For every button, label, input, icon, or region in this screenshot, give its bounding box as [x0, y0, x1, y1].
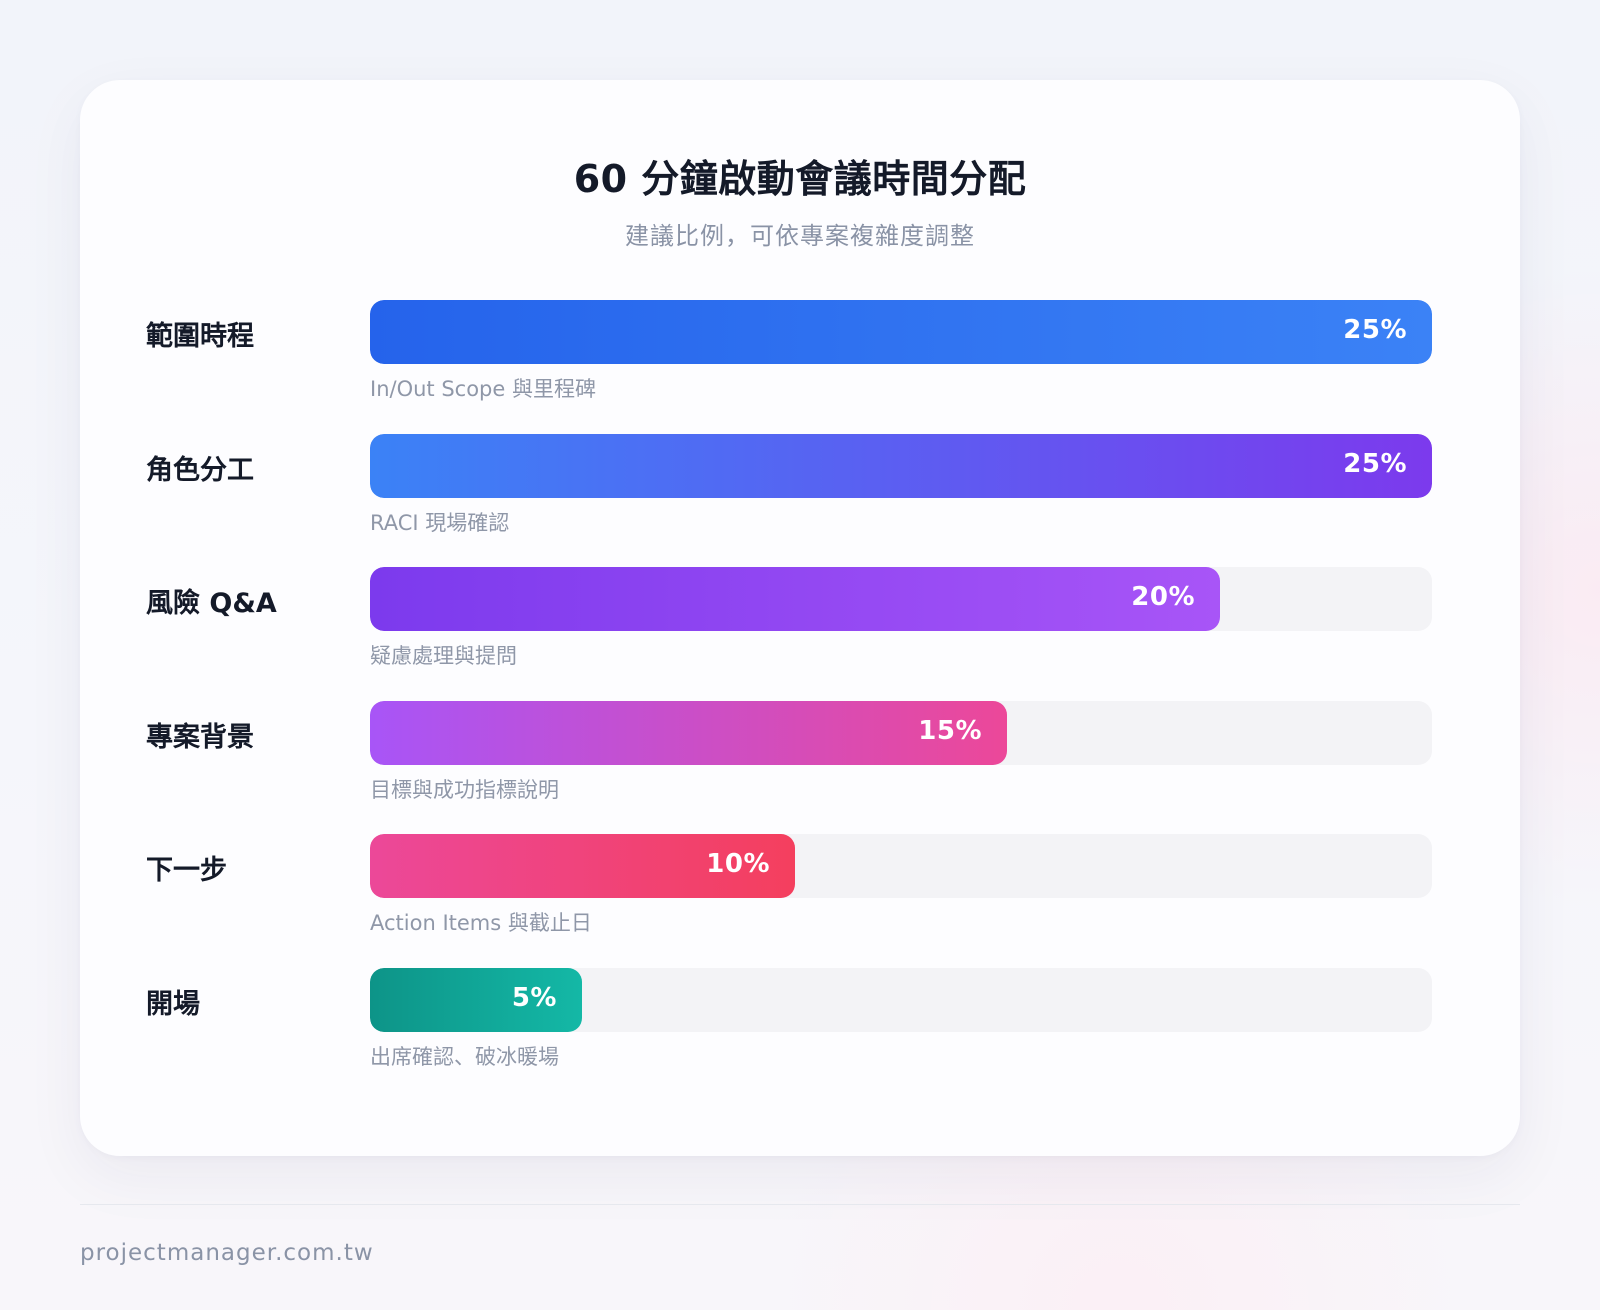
bar-row: 角色分工 25% RACI 現場確認: [80, 434, 1520, 544]
chart-subtitle: 建議比例，可依專案複雜度調整: [625, 222, 975, 250]
bar: 5%: [370, 968, 582, 1032]
bar-track: 25%: [370, 434, 1432, 498]
bar: 25%: [370, 300, 1432, 364]
category-label: 範圍時程: [146, 321, 254, 352]
bar-track: 5%: [370, 968, 1432, 1032]
chart-title: 60 分鐘啟動會議時間分配: [573, 157, 1027, 201]
bar: 15%: [370, 701, 1007, 765]
value-label: 10%: [706, 849, 770, 879]
footer-site: projectmanager.com.tw: [80, 1240, 374, 1266]
bar-row: 開場 5% 出席確認、破冰暖場: [80, 968, 1520, 1078]
category-label: 專案背景: [146, 722, 254, 753]
category-label: 風險 Q&A: [146, 588, 277, 619]
bar-track: 20%: [370, 567, 1432, 631]
bar: 20%: [370, 567, 1220, 631]
bar-row: 下一步 10% Action Items 與截止日: [80, 834, 1520, 944]
value-label: 5%: [511, 983, 557, 1013]
bar: 25%: [370, 434, 1432, 498]
category-label: 開場: [146, 989, 200, 1020]
value-label: 25%: [1343, 315, 1407, 345]
bar-row: 專案背景 15% 目標與成功指標說明: [80, 701, 1520, 811]
bar-annotation: Action Items 與截止日: [370, 911, 592, 935]
footer-divider: [80, 1204, 1520, 1205]
category-label: 角色分工: [146, 455, 254, 486]
value-label: 25%: [1343, 449, 1407, 479]
bar-row: 風險 Q&A 20% 疑慮處理與提問: [80, 567, 1520, 677]
bar-track: 15%: [370, 701, 1432, 765]
bar-annotation: 出席確認、破冰暖場: [370, 1045, 559, 1069]
bar: 10%: [370, 834, 795, 898]
value-label: 20%: [1131, 582, 1195, 612]
value-label: 15%: [918, 716, 982, 746]
bar-annotation: In/Out Scope 與里程碑: [370, 377, 596, 401]
bar-annotation: RACI 現場確認: [370, 511, 510, 535]
chart-card: 60 分鐘啟動會議時間分配 建議比例，可依專案複雜度調整 範圍時程 25% In/O…: [80, 80, 1520, 1156]
category-label: 下一步: [146, 855, 227, 886]
bar-annotation: 疑慮處理與提問: [370, 644, 517, 668]
bar-track: 25%: [370, 300, 1432, 364]
bar-track: 10%: [370, 834, 1432, 898]
bar-annotation: 目標與成功指標說明: [370, 778, 559, 802]
bar-row: 範圍時程 25% In/Out Scope 與里程碑: [80, 300, 1520, 410]
